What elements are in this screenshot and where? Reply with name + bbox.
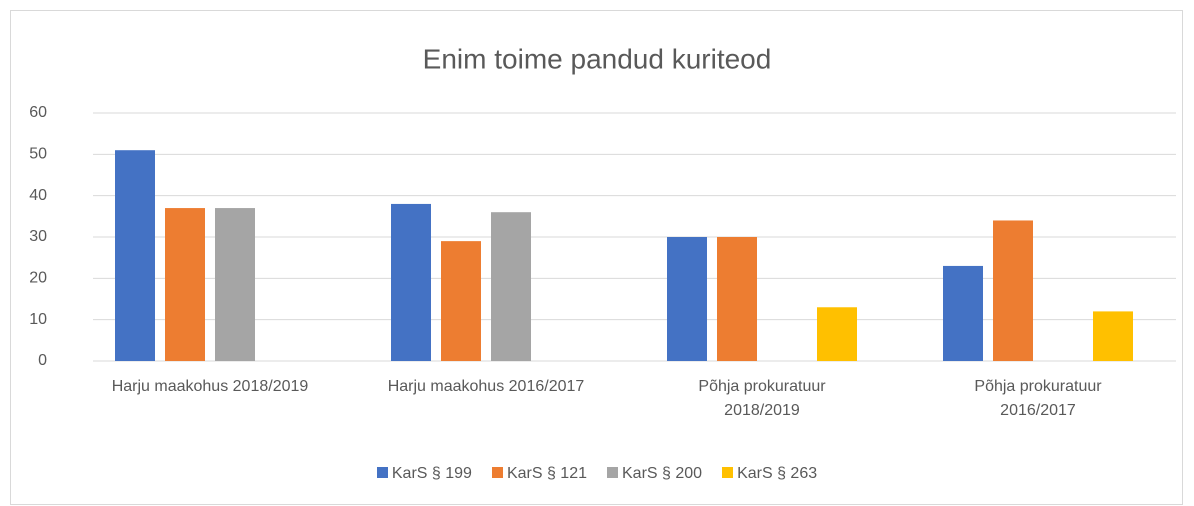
bar bbox=[215, 208, 255, 361]
bar bbox=[667, 237, 707, 361]
legend-swatch bbox=[607, 467, 618, 478]
y-tick-label: 60 bbox=[29, 104, 47, 121]
legend-swatch bbox=[722, 467, 734, 478]
legend-swatch bbox=[491, 467, 503, 478]
x-tick-label: Põhja prokuratuur 2018/2019 bbox=[698, 378, 826, 419]
bar bbox=[391, 203, 431, 361]
bar bbox=[165, 208, 205, 361]
bar bbox=[993, 220, 1033, 361]
legend-label: KarS § 200 bbox=[622, 465, 703, 482]
y-tick-label: 0 bbox=[38, 352, 47, 369]
legend-item: KarS § 121 bbox=[491, 465, 587, 483]
y-tick-label: 30 bbox=[29, 228, 47, 245]
legend-swatch bbox=[376, 467, 388, 478]
chart-border bbox=[10, 10, 1183, 505]
x-tick-label: Põhja prokuratuur 2016/2017 bbox=[974, 378, 1102, 419]
bar bbox=[817, 307, 857, 361]
legend-item: KarS § 200 bbox=[607, 465, 702, 483]
y-tick-label: 50 bbox=[29, 146, 47, 163]
x-tick-label: Harju maakohus 2018/2019 bbox=[111, 378, 309, 395]
y-tick-label: 10 bbox=[29, 311, 47, 328]
legend-label: KarS § 199 bbox=[391, 465, 472, 482]
x-tick-label: Harju maakohus 2016/2017 bbox=[387, 378, 585, 395]
bar bbox=[1093, 311, 1133, 361]
bar bbox=[717, 237, 757, 361]
legend: KarS § 199 KarS § 121 KarS § 200 KarS § 263 bbox=[0, 465, 1194, 483]
bar bbox=[441, 241, 481, 361]
legend-label: KarS § 263 bbox=[737, 465, 818, 482]
chart-title: Enim toime pandud kuriteod bbox=[423, 43, 772, 74]
bar bbox=[115, 150, 155, 361]
bar bbox=[491, 212, 531, 361]
legend-item: KarS § 199 bbox=[376, 465, 472, 483]
legend-item: KarS § 263 bbox=[722, 465, 817, 483]
legend-label: KarS § 121 bbox=[506, 465, 587, 482]
y-tick-label: 20 bbox=[29, 270, 47, 287]
bar bbox=[943, 265, 983, 361]
y-tick-label: 40 bbox=[29, 187, 47, 204]
